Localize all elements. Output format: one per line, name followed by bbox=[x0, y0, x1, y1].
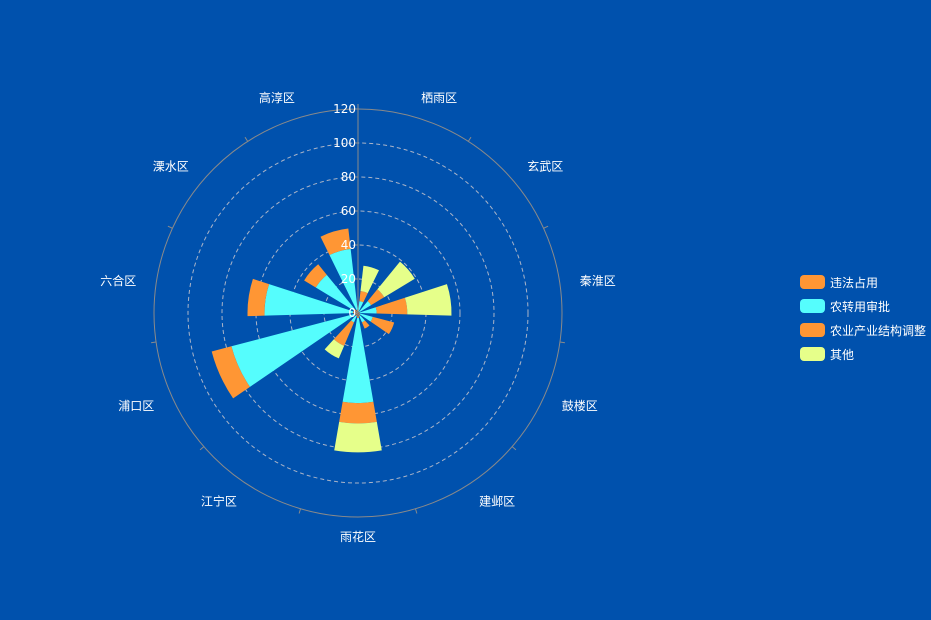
legend-label: 农转用审批 bbox=[830, 299, 891, 314]
bar-segment-雨花区-农转用审批[interactable] bbox=[342, 318, 374, 404]
radius-axis: 0 20 40 60 80 100 120 bbox=[333, 102, 359, 320]
bar-segment-玄武区-农转用审批[interactable] bbox=[359, 301, 372, 313]
radius-tick-label: 0 bbox=[348, 306, 356, 320]
bar-segment-建邺区-农转用审批[interactable] bbox=[359, 315, 365, 323]
bar-segment-鼓楼区-农转用审批[interactable] bbox=[359, 313, 373, 322]
legend-label: 其他 bbox=[830, 347, 855, 362]
category-label: 鼓楼区 bbox=[562, 398, 598, 413]
bar-segment-栖雨区-农转用审批[interactable] bbox=[358, 301, 364, 312]
legend: 违法占用农转用审批农业产业结构调整 其他 bbox=[800, 270, 926, 366]
radius-tick-label: 40 bbox=[341, 238, 356, 252]
category-label: 六合区 bbox=[100, 273, 136, 288]
bar-segment-秦淮区-其他[interactable] bbox=[404, 284, 452, 316]
legend-item[interactable]: 违法占用 bbox=[800, 270, 926, 294]
bar-segment-溧水区-农业产业结构调整[interactable] bbox=[304, 264, 327, 288]
radius-tick-label: 60 bbox=[341, 204, 356, 218]
angle-tick bbox=[511, 446, 517, 451]
bar-segment-江宁区-农业产业结构调整[interactable] bbox=[333, 320, 355, 346]
angle-tick bbox=[167, 225, 173, 229]
radius-tick-label: 120 bbox=[333, 102, 356, 116]
angle-tick bbox=[414, 508, 418, 514]
legend-item[interactable]: 其他 bbox=[800, 342, 926, 366]
category-label: 玄武区 bbox=[527, 158, 563, 173]
bar-segment-六合区-农业产业结构调整[interactable] bbox=[247, 278, 270, 317]
legend-swatch bbox=[800, 323, 825, 337]
bar-segment-六合区-农转用审批[interactable] bbox=[264, 284, 354, 316]
category-label: 雨花区 bbox=[340, 529, 376, 544]
legend-label: 违法占用 bbox=[830, 275, 879, 290]
category-label: 溧水区 bbox=[153, 159, 189, 173]
radius-tick-label: 80 bbox=[341, 170, 356, 184]
bar-segment-秦淮区-农业产业结构调整[interactable] bbox=[375, 297, 408, 315]
angle-tick bbox=[298, 508, 302, 514]
angle-tick bbox=[199, 446, 205, 451]
radius-tick-label: 100 bbox=[333, 136, 356, 150]
bar-segment-鼓楼区-农业产业结构调整[interactable] bbox=[370, 316, 395, 335]
bar-segment-江宁区-农转用审批[interactable] bbox=[351, 315, 357, 323]
bars-layer bbox=[211, 228, 452, 453]
bar-segment-建邺区-农业产业结构调整[interactable] bbox=[361, 320, 370, 329]
angle-tick bbox=[559, 341, 565, 344]
category-label: 高淳区 bbox=[259, 90, 295, 105]
category-label: 建邺区 bbox=[479, 494, 515, 508]
bar-segment-建邺区-违法占用[interactable] bbox=[358, 313, 361, 317]
bar-segment-溧水区-农转用审批[interactable] bbox=[315, 274, 355, 311]
radius-tick-label: 20 bbox=[341, 272, 356, 286]
bar-segment-玄武区-其他[interactable] bbox=[377, 261, 415, 298]
bar-segment-玄武区-农业产业结构调整[interactable] bbox=[367, 289, 385, 306]
bar-segment-高淳区-农业产业结构调整[interactable] bbox=[320, 228, 351, 256]
legend-label: 农业产业结构调整 bbox=[830, 323, 927, 338]
angle-tick bbox=[543, 225, 549, 229]
bar-segment-高淳区-农转用审批[interactable] bbox=[329, 248, 358, 310]
category-label: 栖雨区 bbox=[421, 90, 457, 105]
bar-segment-雨花区-其他[interactable] bbox=[334, 421, 382, 453]
bar-segment-秦淮区-农转用审批[interactable] bbox=[359, 307, 377, 314]
bar-segment-栖雨区-其他[interactable] bbox=[360, 265, 380, 294]
bar-segment-栖雨区-农业产业结构调整[interactable] bbox=[359, 291, 368, 303]
angle-tick bbox=[467, 136, 472, 142]
bar-segment-江宁区-违法占用[interactable] bbox=[355, 313, 358, 317]
bar-segment-浦口区-农转用审批[interactable] bbox=[231, 313, 356, 387]
category-label: 浦口区 bbox=[118, 399, 154, 413]
legend-swatch bbox=[800, 347, 825, 361]
bar-segment-溧水区-违法占用[interactable] bbox=[353, 309, 358, 313]
legend-swatch bbox=[800, 299, 825, 313]
legend-swatch bbox=[800, 275, 825, 289]
bar-segment-鼓楼区-违法占用[interactable] bbox=[358, 313, 360, 314]
category-label: 江宁区 bbox=[201, 493, 237, 508]
bar-segment-浦口区-农业产业结构调整[interactable] bbox=[211, 346, 250, 399]
legend-item[interactable]: 农业产业结构调整 bbox=[800, 318, 926, 342]
bar-segment-雨花区-农业产业结构调整[interactable] bbox=[339, 401, 377, 424]
legend-item[interactable]: 农转用审批 bbox=[800, 294, 926, 318]
angle-tick bbox=[151, 341, 157, 344]
bar-segment-江宁区-其他[interactable] bbox=[324, 339, 345, 359]
category-label: 秦淮区 bbox=[580, 274, 616, 288]
angle-tick bbox=[244, 136, 249, 142]
bar-segment-雨花区-违法占用[interactable] bbox=[357, 313, 359, 319]
